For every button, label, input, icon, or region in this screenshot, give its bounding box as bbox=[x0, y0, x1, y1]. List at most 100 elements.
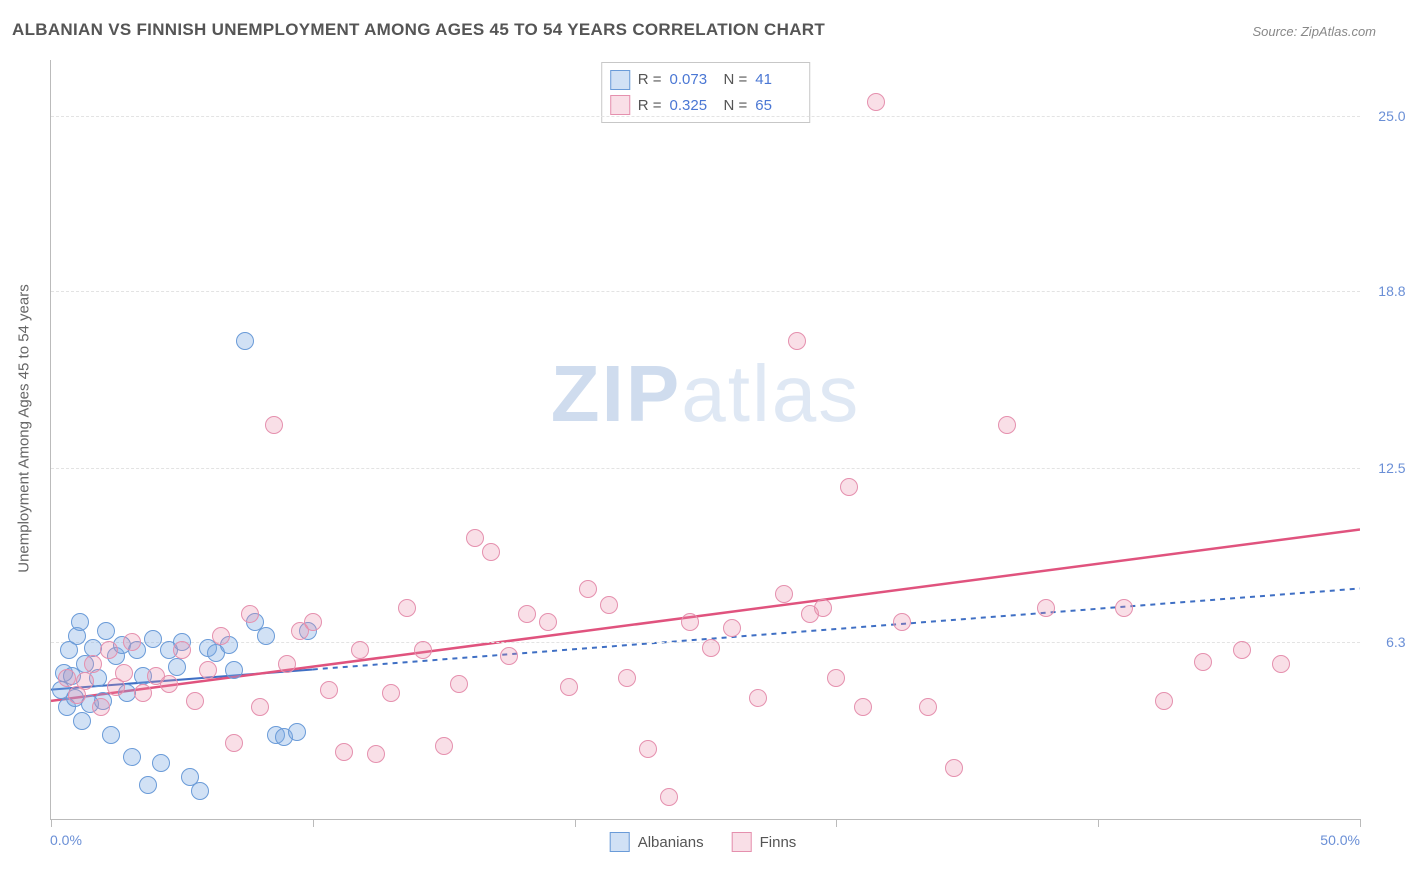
n-value-finns: 65 bbox=[755, 93, 801, 119]
gridline bbox=[51, 291, 1360, 292]
data-point bbox=[919, 698, 937, 716]
swatch-albanians bbox=[610, 70, 630, 90]
data-point bbox=[236, 332, 254, 350]
data-point bbox=[152, 754, 170, 772]
data-point bbox=[73, 712, 91, 730]
data-point bbox=[618, 669, 636, 687]
data-point bbox=[134, 684, 152, 702]
data-point bbox=[893, 613, 911, 631]
data-point bbox=[1037, 599, 1055, 617]
data-point bbox=[199, 661, 217, 679]
swatch-finns bbox=[610, 95, 630, 115]
y-tick-label: 12.5% bbox=[1366, 460, 1406, 476]
x-tick bbox=[1360, 819, 1361, 827]
bottom-legend: Albanians Finns bbox=[610, 832, 797, 852]
data-point bbox=[225, 661, 243, 679]
data-point bbox=[1115, 599, 1133, 617]
n-value-albanians: 41 bbox=[755, 67, 801, 93]
legend-label-albanians: Albanians bbox=[638, 834, 704, 851]
data-point bbox=[278, 655, 296, 673]
data-point bbox=[139, 776, 157, 794]
data-point bbox=[304, 613, 322, 631]
data-point bbox=[58, 669, 76, 687]
gridline bbox=[51, 116, 1360, 117]
data-point bbox=[482, 543, 500, 561]
data-point bbox=[71, 613, 89, 631]
data-point bbox=[867, 93, 885, 111]
data-point bbox=[257, 627, 275, 645]
r-value-albanians: 0.073 bbox=[670, 67, 716, 93]
data-point bbox=[788, 332, 806, 350]
data-point bbox=[123, 633, 141, 651]
data-point bbox=[579, 580, 597, 598]
data-point bbox=[1233, 641, 1251, 659]
data-point bbox=[84, 655, 102, 673]
x-tick bbox=[836, 819, 837, 827]
x-axis-min-label: 0.0% bbox=[50, 832, 82, 848]
data-point bbox=[144, 630, 162, 648]
x-tick bbox=[313, 819, 314, 827]
legend-item-albanians: Albanians bbox=[610, 832, 704, 852]
data-point bbox=[102, 726, 120, 744]
data-point bbox=[749, 689, 767, 707]
y-axis-label: Unemployment Among Ages 45 to 54 years bbox=[16, 249, 33, 609]
data-point bbox=[1155, 692, 1173, 710]
y-tick-label: 18.8% bbox=[1366, 283, 1406, 299]
data-point bbox=[335, 743, 353, 761]
data-point bbox=[115, 664, 133, 682]
n-label: N = bbox=[724, 93, 748, 119]
data-point bbox=[854, 698, 872, 716]
data-point bbox=[814, 599, 832, 617]
data-point bbox=[998, 416, 1016, 434]
data-point bbox=[251, 698, 269, 716]
data-point bbox=[351, 641, 369, 659]
data-point bbox=[1194, 653, 1212, 671]
data-point bbox=[97, 622, 115, 640]
data-point bbox=[76, 672, 94, 690]
r-value-finns: 0.325 bbox=[670, 93, 716, 119]
data-point bbox=[168, 658, 186, 676]
data-point bbox=[123, 748, 141, 766]
gridline bbox=[51, 468, 1360, 469]
data-point bbox=[539, 613, 557, 631]
data-point bbox=[600, 596, 618, 614]
data-point bbox=[681, 613, 699, 631]
data-point bbox=[466, 529, 484, 547]
data-point bbox=[435, 737, 453, 755]
data-point bbox=[723, 619, 741, 637]
data-point bbox=[241, 605, 259, 623]
data-point bbox=[450, 675, 468, 693]
data-point bbox=[92, 698, 110, 716]
y-tick-label: 6.3% bbox=[1366, 634, 1406, 650]
swatch-finns bbox=[732, 832, 752, 852]
stats-legend: R = 0.073 N = 41 R = 0.325 N = 65 bbox=[601, 62, 811, 123]
r-label: R = bbox=[638, 67, 662, 93]
data-point bbox=[173, 641, 191, 659]
data-point bbox=[500, 647, 518, 665]
data-point bbox=[288, 723, 306, 741]
y-tick-label: 25.0% bbox=[1366, 108, 1406, 124]
data-point bbox=[840, 478, 858, 496]
r-label: R = bbox=[638, 93, 662, 119]
data-point bbox=[1272, 655, 1290, 673]
data-point bbox=[702, 639, 720, 657]
swatch-albanians bbox=[610, 832, 630, 852]
data-point bbox=[660, 788, 678, 806]
legend-item-finns: Finns bbox=[732, 832, 797, 852]
data-point bbox=[382, 684, 400, 702]
data-point bbox=[367, 745, 385, 763]
source-attribution: Source: ZipAtlas.com bbox=[1252, 24, 1376, 39]
x-axis-max-label: 50.0% bbox=[1320, 832, 1360, 848]
page-title: ALBANIAN VS FINNISH UNEMPLOYMENT AMONG A… bbox=[12, 20, 825, 40]
data-point bbox=[186, 692, 204, 710]
data-point bbox=[191, 782, 209, 800]
data-point bbox=[225, 734, 243, 752]
data-point bbox=[518, 605, 536, 623]
x-tick bbox=[575, 819, 576, 827]
scatter-plot-area: ZIPatlas R = 0.073 N = 41 R = 0.325 N = … bbox=[50, 60, 1360, 820]
data-point bbox=[414, 641, 432, 659]
stats-row-albanians: R = 0.073 N = 41 bbox=[610, 67, 802, 93]
data-point bbox=[827, 669, 845, 687]
data-point bbox=[639, 740, 657, 758]
stats-row-finns: R = 0.325 N = 65 bbox=[610, 93, 802, 119]
